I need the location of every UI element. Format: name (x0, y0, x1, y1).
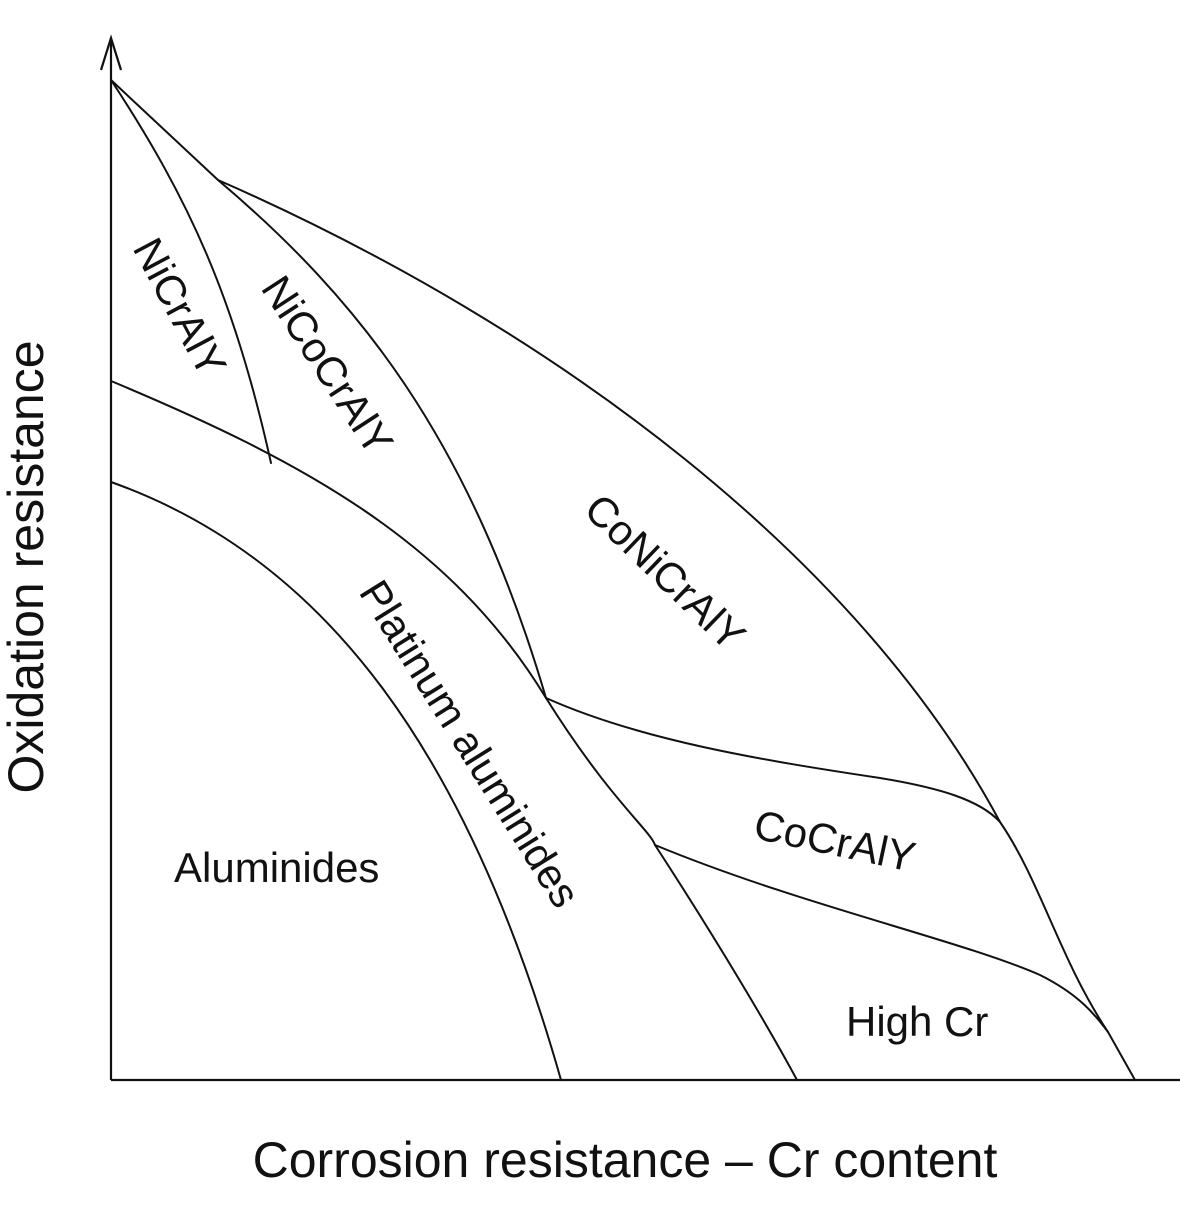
label-conicraly: CoNiCrAlY (576, 485, 755, 660)
aluminides-boundary (110, 481, 562, 1081)
region-labels: NiCrAlY NiCoCrAlY CoNiCrAlY Platinum alu… (124, 230, 988, 1045)
nicraly-nicocraly-boundary (110, 79, 272, 464)
label-platinum-aluminides: Platinum aluminides (350, 572, 589, 916)
label-nicocraly: NiCoCrAlY (252, 267, 402, 463)
label-high-cr: High Cr (846, 998, 988, 1045)
conicraly-cocraly-boundary (545, 697, 1001, 823)
axes (99, 34, 1180, 1082)
x-axis-label: Corrosion resistance – Cr content (253, 1132, 998, 1188)
label-cocraly: CoCrAlY (750, 801, 920, 881)
platinum-aluminides-upper-boundary (110, 380, 798, 1081)
nicocraly-conicraly-boundary (217, 179, 547, 699)
y-axis-label: Oxidation resistance (0, 340, 54, 793)
y-axis-arrowhead (99, 34, 123, 71)
label-nicraly: NiCrAlY (124, 230, 236, 384)
cocraly-highcr-boundary (654, 844, 1109, 1033)
region-boundaries (110, 79, 1136, 1081)
label-aluminides: Aluminides (174, 844, 379, 891)
outer-envelope-curve (110, 79, 1136, 1081)
